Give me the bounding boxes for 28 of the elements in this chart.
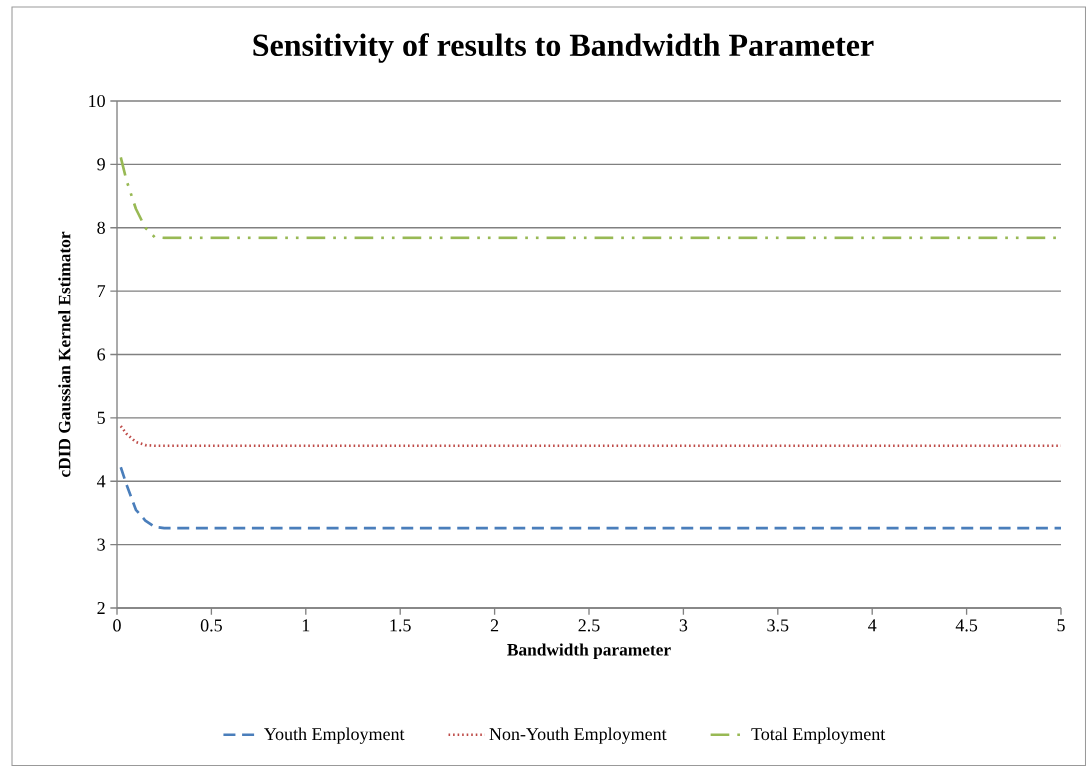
x-tick-label: 1 [302, 619, 310, 632]
legend-label: Non-Youth Employment [489, 727, 667, 744]
x-tick-label: 3 [679, 619, 688, 632]
y-axis-title: cDID Gaussian Kernel Estimator [58, 231, 71, 477]
y-tick-label: 3 [97, 538, 105, 551]
x-tick-label: 4.5 [955, 619, 978, 632]
x-tick-label: 3.5 [767, 619, 789, 632]
x-tick-label: 2 [490, 619, 499, 632]
x-axis-title: Bandwidth parameter [507, 643, 671, 660]
x-tick-label: 0.5 [200, 619, 222, 632]
chart-title: Sensitivity of results to Bandwidth Parameter [253, 33, 874, 63]
legend-label: Youth Employment [264, 727, 405, 744]
line-series [119, 424, 1061, 448]
y-tick-label: 8 [97, 221, 105, 234]
y-tick-label: 5 [97, 411, 105, 424]
legend-label: Total Employment [751, 727, 886, 744]
x-tick-label: 1.5 [390, 619, 411, 632]
y-tick-label: 9 [97, 158, 105, 171]
x-tick-label: 0 [113, 619, 121, 632]
y-tick-label: 2 [97, 602, 105, 614]
line-series [119, 465, 1061, 530]
y-tick-label: 7 [97, 285, 106, 298]
x-tick-label: 5 [1057, 619, 1065, 632]
x-tick-label: 4 [868, 619, 877, 632]
x-tick-label: 2.5 [578, 619, 600, 632]
y-tick-label: 6 [97, 348, 106, 361]
y-tick-label: 4 [96, 475, 106, 488]
y-tick-label: 10 [89, 94, 105, 108]
